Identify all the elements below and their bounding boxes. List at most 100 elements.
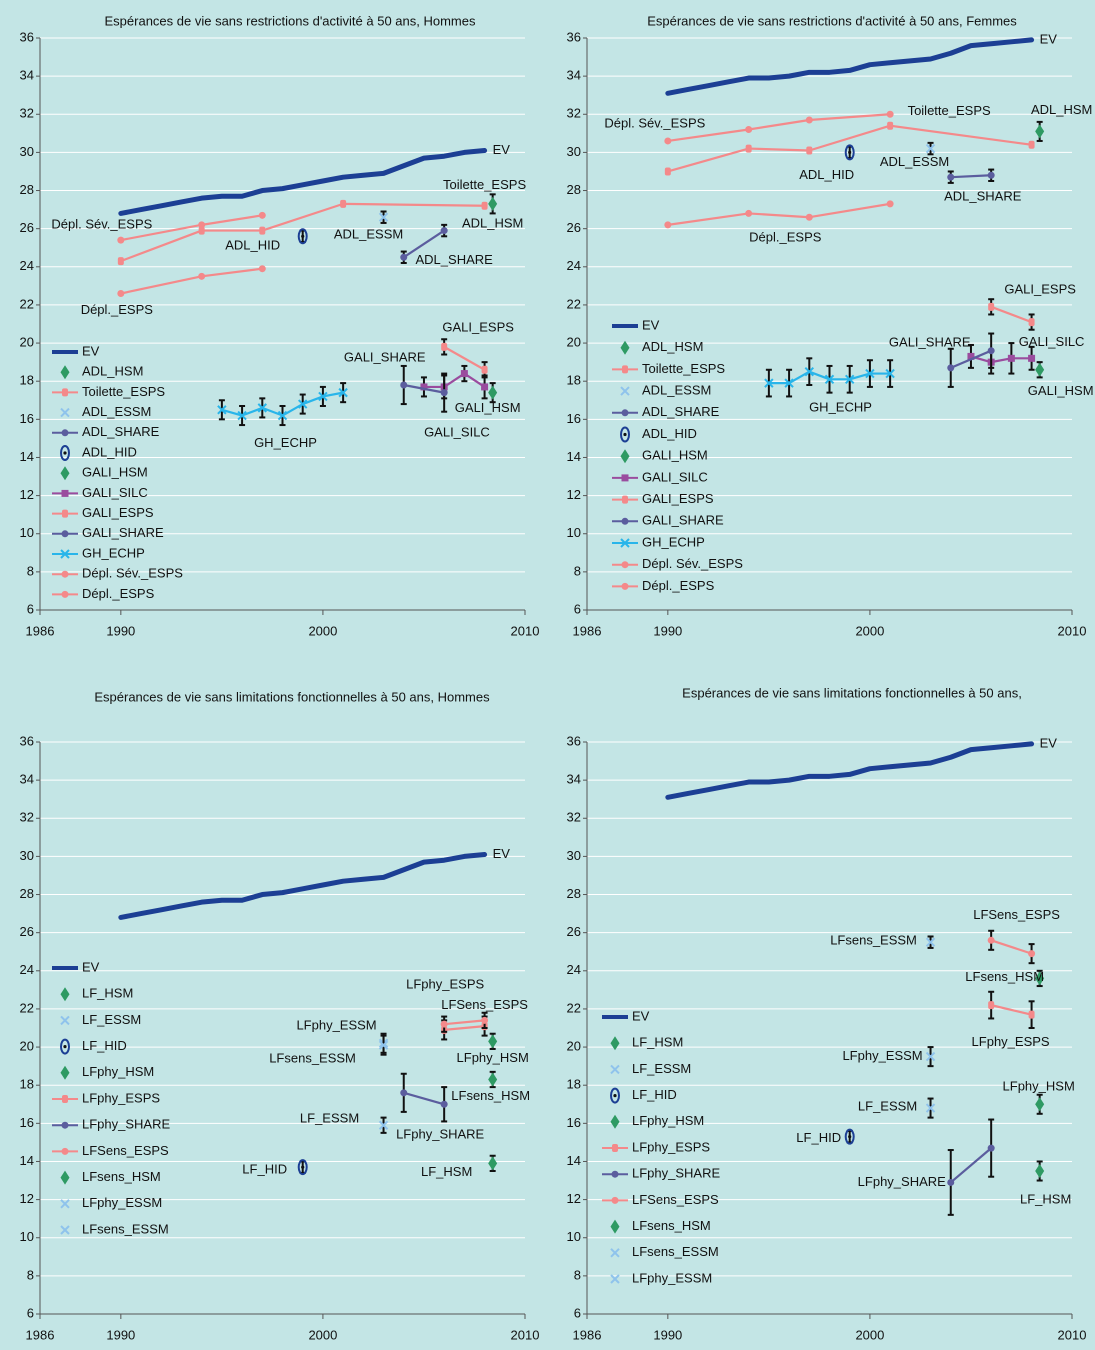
legend-marker: [621, 474, 629, 482]
legend-marker: [60, 1065, 70, 1080]
marker: [420, 383, 428, 391]
marker-shape: [440, 389, 448, 397]
legend-label: GH_ECHP: [82, 545, 145, 560]
y-tick-label: 18: [20, 1077, 34, 1092]
y-tick-label: 16: [20, 411, 34, 426]
series-line: [402, 383, 446, 394]
marker-shape: [886, 200, 894, 208]
marker-shape: [258, 265, 266, 273]
marker: [664, 137, 672, 145]
marker: [1035, 1164, 1045, 1178]
legend-entry: LFSens_ESPS: [602, 1192, 719, 1207]
marker-shape: [460, 370, 468, 378]
legend-entry: Toilette_ESPS: [52, 384, 165, 399]
marker-shape: [804, 366, 814, 377]
marker: [340, 199, 347, 208]
legend-label: GALI_SILC: [642, 469, 708, 484]
marker-shape: [481, 383, 489, 391]
legend-marker: [610, 1036, 620, 1051]
legend-entry: LFsens_ESSM: [60, 1221, 169, 1236]
legend-label: EV: [632, 1008, 650, 1023]
legend-label: LF_ESSM: [632, 1061, 691, 1076]
x-tick-label: 1986: [26, 623, 55, 638]
y-tick-label: 36: [20, 733, 34, 748]
marker-shape: [610, 1036, 620, 1051]
legend-marker: [60, 1015, 70, 1026]
x-tick-label: 2000: [308, 1327, 337, 1342]
marker: [886, 200, 894, 208]
x-tick-label: 2000: [855, 623, 884, 638]
marker-shape: [613, 1094, 617, 1098]
marker-shape: [1035, 362, 1045, 377]
legend-entry: EV: [602, 1008, 650, 1023]
series-label: ADL_ESSM: [880, 154, 949, 169]
legend-marker: [61, 429, 69, 437]
marker-shape: [378, 1040, 389, 1050]
series-label: LF_HID: [242, 1162, 287, 1177]
marker-shape: [488, 196, 498, 211]
legend-marker: [60, 365, 70, 380]
marker-shape: [1028, 354, 1036, 362]
legend-marker: [61, 590, 69, 598]
series-label: GALI_ESPS: [442, 319, 514, 334]
legend-marker: [60, 466, 70, 481]
marker-shape: [745, 126, 753, 134]
legend-entry: ADL_HID: [620, 426, 697, 443]
legend-label: LFphy_ESSM: [82, 1195, 162, 1210]
legend-label: ADL_HSM: [82, 364, 143, 379]
marker: [198, 221, 206, 229]
marker-shape: [784, 378, 794, 388]
y-tick-label: 14: [20, 449, 34, 464]
series-label: GALI_HSM: [455, 400, 521, 415]
legend-label: LFSens_ESPS: [632, 1192, 719, 1207]
series-label: ADL_SHARE: [416, 252, 494, 267]
legend-entry: LFphy_ESPS: [602, 1139, 710, 1154]
marker: [1028, 950, 1036, 958]
legend-label: GALI_HSM: [82, 465, 148, 480]
legend-marker: [62, 509, 68, 518]
legend-entry: GALI_SHARE: [52, 525, 164, 540]
marker: [844, 1128, 855, 1145]
marker-shape: [764, 378, 774, 388]
marker-shape: [297, 228, 308, 245]
marker: [1028, 354, 1036, 362]
y-tick-label: 32: [567, 106, 581, 121]
legend-entry: LF_HSM: [60, 986, 133, 1002]
marker-shape: [60, 1015, 70, 1026]
marker: [481, 1016, 489, 1024]
series-label: Toilette_ESPS: [908, 103, 991, 118]
series-line: [443, 1024, 486, 1032]
marker: [824, 374, 835, 385]
marker-shape: [62, 509, 68, 518]
marker-shape: [60, 445, 70, 461]
marker: [886, 110, 894, 118]
marker: [481, 383, 489, 391]
legend-label: LFsens_HSM: [82, 1169, 161, 1184]
y-tick-label: 8: [27, 1267, 34, 1282]
marker: [117, 289, 125, 297]
series-line: [969, 355, 1033, 364]
y-tick-label: 34: [20, 772, 34, 787]
marker-shape: [947, 364, 955, 372]
y-tick-label: 26: [567, 220, 581, 235]
marker: [664, 167, 671, 176]
marker: [440, 1100, 448, 1108]
series-label: GALI_SHARE: [344, 349, 426, 364]
legend-entry: ADL_SHARE: [52, 424, 160, 439]
marker-shape: [848, 150, 852, 154]
legend-entry: GH_ECHP: [52, 545, 145, 560]
y-tick-label: 30: [567, 848, 581, 863]
marker: [1035, 124, 1045, 139]
legend-label: LF_HSM: [82, 986, 133, 1001]
marker: [805, 116, 813, 124]
legend-marker: [61, 1121, 69, 1129]
legend-label: ADL_SHARE: [82, 424, 160, 439]
x-tick-label: 2010: [511, 623, 540, 638]
legend-entry: LFsens_ESSM: [610, 1244, 719, 1259]
legend-label: LFsens_HSM: [632, 1218, 711, 1233]
y-tick-label: 24: [567, 962, 581, 977]
marker-shape: [745, 144, 752, 153]
legend-label: GALI_ESPS: [642, 491, 714, 506]
marker-shape: [987, 1144, 995, 1152]
marker: [400, 253, 408, 261]
